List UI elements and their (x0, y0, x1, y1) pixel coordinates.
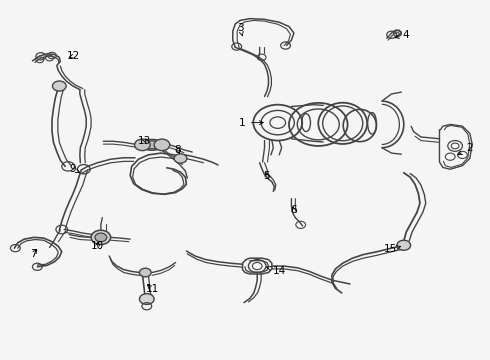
Circle shape (52, 81, 66, 91)
Text: 10: 10 (91, 241, 104, 251)
Text: 11: 11 (146, 284, 159, 294)
Text: 6: 6 (291, 206, 297, 216)
Text: 1: 1 (239, 118, 263, 128)
Text: 3: 3 (237, 23, 244, 36)
Ellipse shape (141, 139, 163, 150)
Text: 14: 14 (267, 266, 286, 276)
Circle shape (140, 268, 151, 277)
Text: 7: 7 (30, 248, 37, 258)
Text: 8: 8 (174, 144, 181, 154)
Text: 4: 4 (395, 30, 410, 40)
Text: 12: 12 (66, 51, 80, 61)
Text: 13: 13 (138, 136, 151, 145)
Circle shape (397, 240, 411, 250)
Text: 5: 5 (264, 171, 270, 181)
Text: 9: 9 (70, 164, 79, 174)
Circle shape (91, 230, 111, 244)
Circle shape (140, 294, 154, 305)
Ellipse shape (144, 141, 161, 149)
Circle shape (154, 139, 170, 150)
Circle shape (174, 154, 187, 163)
Circle shape (135, 139, 150, 150)
Text: 15: 15 (384, 244, 400, 254)
Text: 2: 2 (458, 143, 473, 155)
Circle shape (95, 233, 107, 242)
